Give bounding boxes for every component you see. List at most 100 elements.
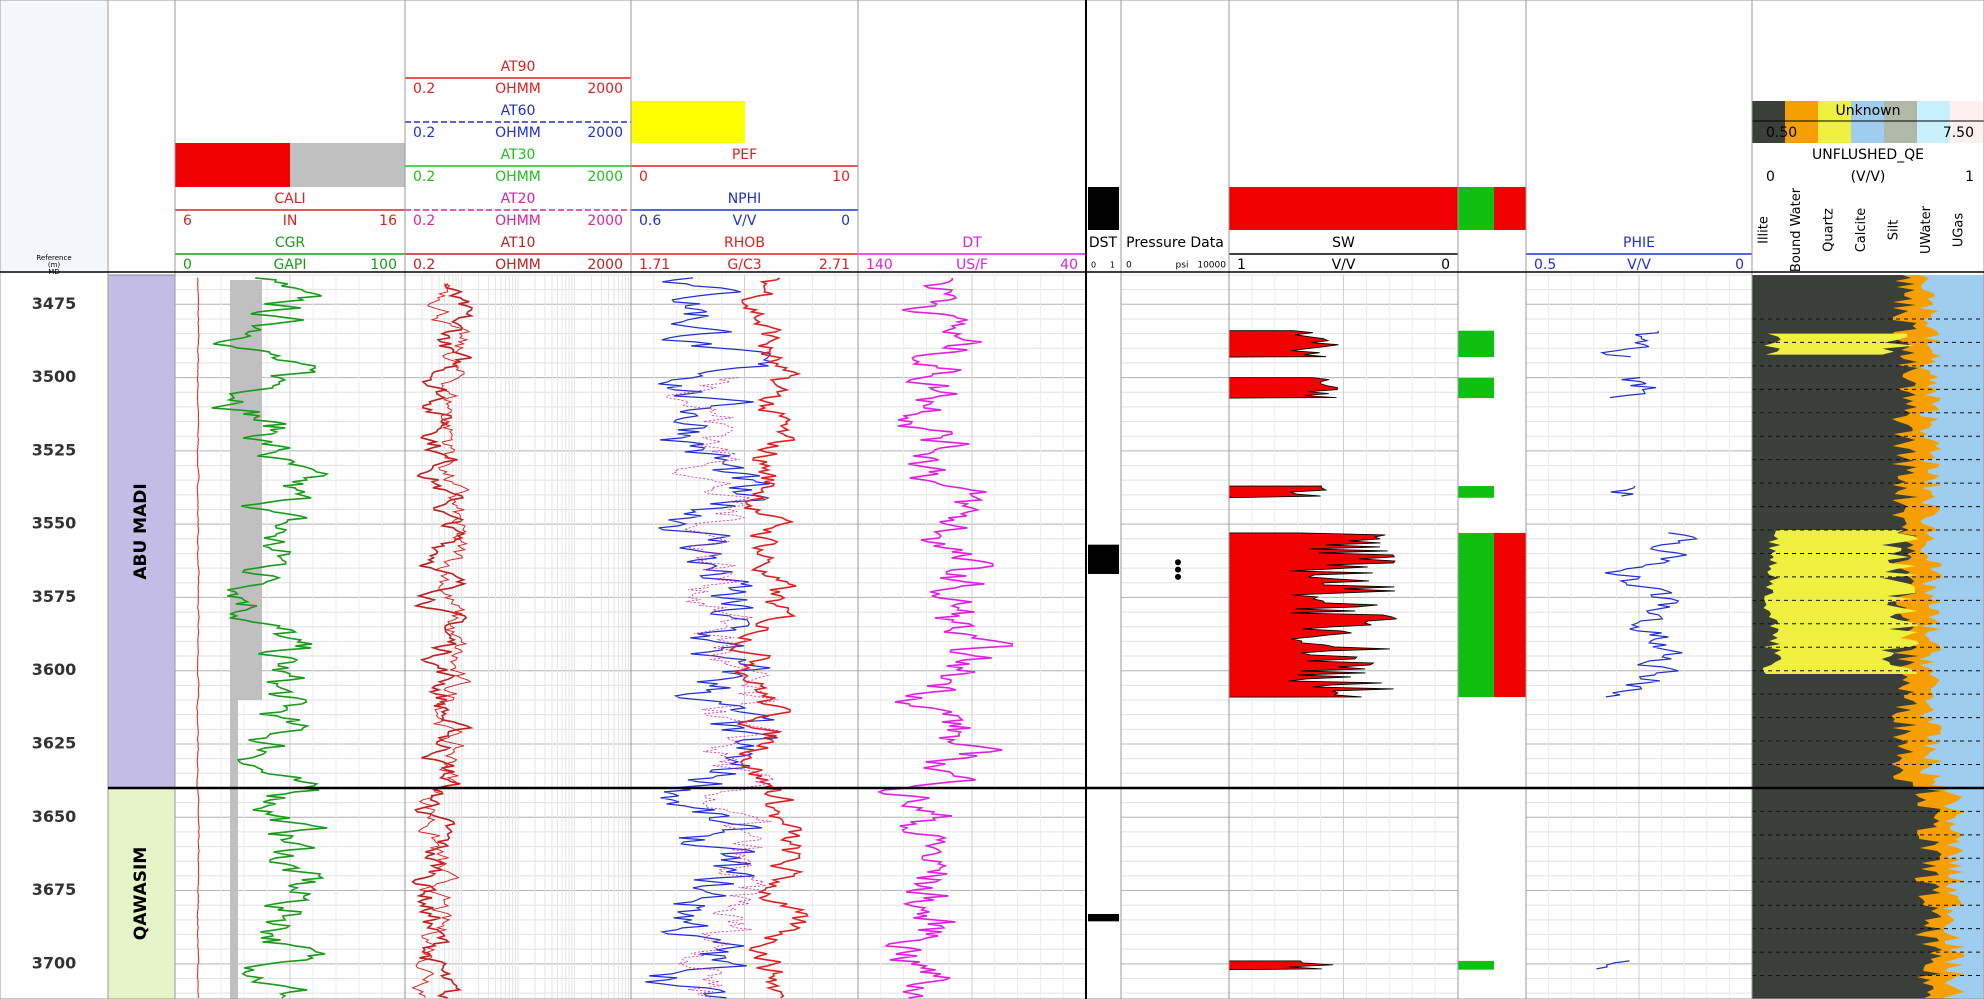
curve-max: 16 bbox=[379, 213, 397, 229]
curve-max: 0 bbox=[1735, 257, 1744, 273]
litho-label: Quartz bbox=[1822, 208, 1837, 252]
log-curve bbox=[1605, 532, 1699, 698]
depth-label: 3675 bbox=[32, 880, 77, 899]
curve-max: 100 bbox=[370, 257, 397, 273]
curve-max: 2000 bbox=[587, 125, 623, 141]
sw-fill bbox=[1228, 960, 1334, 971]
log-curve bbox=[411, 283, 472, 998]
curve-name: AT60 bbox=[501, 103, 536, 119]
litho-curve-name: UNFLUSHED_QE bbox=[1812, 147, 1924, 163]
curve-min: 1.71 bbox=[639, 257, 670, 273]
pressure-name: Pressure Data bbox=[1126, 235, 1224, 251]
litho-legend-min: 0.50 bbox=[1766, 125, 1797, 141]
dst-max: 1 bbox=[1110, 261, 1115, 270]
track-border bbox=[1085, 0, 1122, 999]
litho-label: UWater bbox=[1919, 205, 1934, 254]
pressure-unit: psi bbox=[1176, 261, 1189, 271]
log-curve bbox=[196, 277, 200, 998]
curve-unit: OHMM bbox=[495, 169, 541, 185]
curve-name: AT90 bbox=[501, 59, 536, 75]
sw-fill bbox=[1228, 330, 1339, 358]
reference-header: (m) bbox=[48, 261, 61, 269]
curve-min: 6 bbox=[183, 213, 192, 229]
curve-unit: G/C3 bbox=[727, 257, 761, 273]
dst-legend bbox=[1088, 187, 1119, 230]
litho-quartz bbox=[1764, 333, 1915, 355]
litho-label: Bound Water bbox=[1789, 187, 1804, 272]
litho-fill bbox=[1919, 275, 1984, 999]
curve-unit: OHMM bbox=[495, 81, 541, 97]
curve-min: 0.2 bbox=[413, 125, 435, 141]
density-fill-legend bbox=[631, 101, 745, 143]
dst-name: DST bbox=[1089, 235, 1118, 251]
pressure-min: 0 bbox=[1126, 261, 1132, 271]
sw-fill bbox=[1228, 485, 1328, 499]
depth-label: 3625 bbox=[32, 733, 77, 752]
sw-fill bbox=[1228, 532, 1397, 698]
pressure-point bbox=[1175, 566, 1181, 573]
sw-fill bbox=[1228, 377, 1338, 399]
curve-min: 0.6 bbox=[639, 213, 661, 229]
curve-max: 2.71 bbox=[819, 257, 850, 273]
zone-name: QAWASIM bbox=[131, 847, 151, 940]
depth-label: 3700 bbox=[32, 953, 77, 972]
log-curve bbox=[1596, 960, 1630, 970]
log-curve bbox=[1609, 377, 1656, 399]
curve-unit: US/F bbox=[956, 257, 988, 273]
litho-legend-swatch bbox=[1752, 101, 1785, 143]
track-border bbox=[1751, 0, 1984, 999]
litho-legend-swatch bbox=[1851, 101, 1884, 143]
dst-min: 0 bbox=[1091, 261, 1096, 270]
curve-max: 40 bbox=[1060, 257, 1078, 273]
flag-green bbox=[1458, 377, 1494, 399]
litho-quartz bbox=[1762, 530, 1920, 675]
curve-max: 2000 bbox=[587, 169, 623, 185]
litho-label: Illite bbox=[1757, 216, 1772, 244]
curve-max: 10 bbox=[832, 169, 850, 185]
litho-legend-swatch bbox=[1884, 101, 1917, 143]
curve-unit: V/V bbox=[1627, 257, 1651, 273]
pressure-max: 10000 bbox=[1197, 261, 1226, 271]
curve-unit: GAPI bbox=[274, 257, 307, 273]
curve-name: AT10 bbox=[501, 235, 536, 251]
litho-legend-max: 7.50 bbox=[1943, 125, 1974, 141]
curve-name: DT bbox=[962, 235, 982, 251]
gr-fill-legend bbox=[290, 143, 405, 187]
curve-min: 0 bbox=[183, 257, 192, 273]
flag-green bbox=[1458, 532, 1494, 698]
sw-fill-legend bbox=[1229, 187, 1458, 230]
pressure-point bbox=[1175, 573, 1181, 580]
log-curve bbox=[1599, 330, 1659, 358]
curve-min: 0.2 bbox=[413, 257, 435, 273]
header-bg bbox=[0, 0, 108, 272]
curve-max: 2000 bbox=[587, 213, 623, 229]
curve-max: 0 bbox=[1441, 257, 1450, 273]
litho-label: Calcite bbox=[1854, 208, 1869, 253]
curve-min: 1 bbox=[1237, 257, 1246, 273]
depth-label: 3525 bbox=[32, 440, 77, 459]
depth-label: 3575 bbox=[32, 587, 77, 606]
curve-name: PEF bbox=[732, 147, 757, 163]
curve-max: 0 bbox=[841, 213, 850, 229]
curve-min: 0.2 bbox=[413, 169, 435, 185]
flag-legend bbox=[1458, 187, 1494, 230]
flag-green bbox=[1458, 486, 1494, 498]
log-curve bbox=[411, 283, 475, 999]
litho-curve-max: 1 bbox=[1965, 169, 1974, 185]
litho-legend-swatch bbox=[1917, 101, 1950, 143]
log-curve bbox=[665, 377, 783, 998]
dst-interval bbox=[1088, 913, 1119, 922]
curve-name: CGR bbox=[275, 235, 306, 251]
curve-min: 0 bbox=[639, 169, 648, 185]
track-border bbox=[1120, 0, 1230, 999]
flag-legend bbox=[1494, 187, 1526, 230]
litho-curve-unit: (V/V) bbox=[1851, 169, 1886, 185]
flag-red bbox=[1494, 532, 1526, 698]
pressure-point bbox=[1175, 559, 1181, 566]
curve-name: SW bbox=[1332, 235, 1355, 251]
gr-shade bbox=[230, 280, 262, 701]
curve-name: NPHI bbox=[728, 191, 762, 207]
log-curve bbox=[645, 277, 778, 999]
flag-green bbox=[1458, 330, 1494, 358]
